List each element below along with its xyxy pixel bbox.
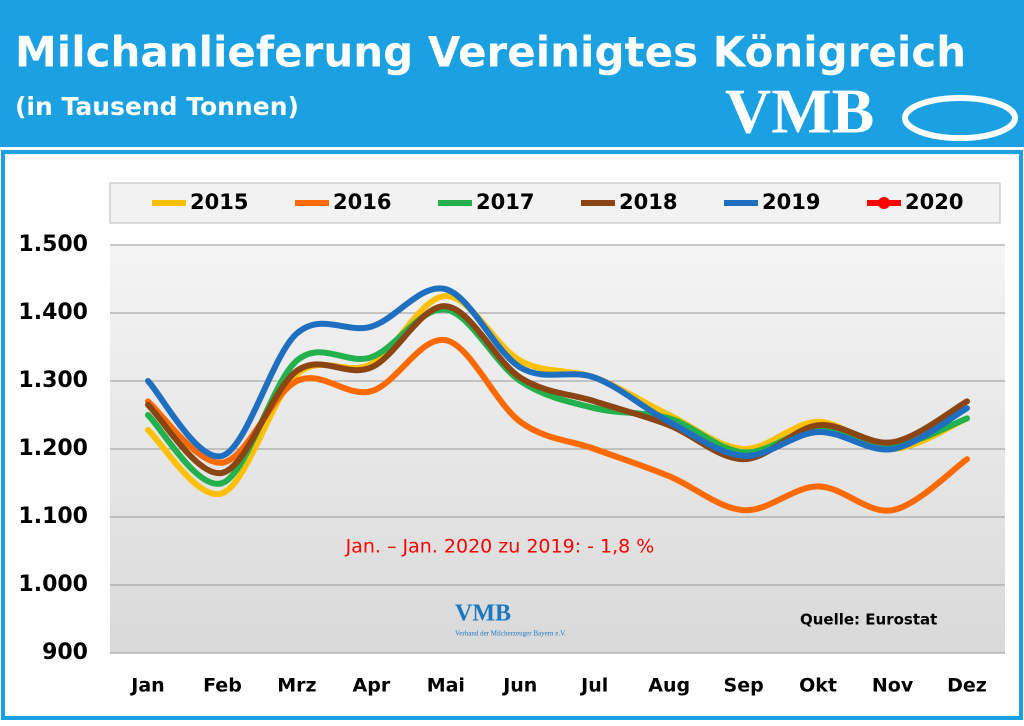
- legend-label: 2019: [762, 190, 820, 214]
- x-tick-label: Mrz: [277, 675, 316, 697]
- y-tick-label: 1.300: [18, 368, 88, 393]
- legend-label: 2018: [619, 190, 677, 214]
- data-line: [145, 285, 970, 460]
- y-tick-label: 1.400: [18, 300, 88, 325]
- y-tick-label: 1.100: [18, 504, 88, 529]
- logo-swirl: [902, 95, 1018, 141]
- x-tick-label: Okt: [799, 675, 837, 697]
- legend-label: 2017: [476, 190, 534, 214]
- x-tick-label: Jul: [579, 675, 608, 697]
- x-tick-label: Jan: [129, 675, 164, 697]
- y-tick-label: 1.200: [18, 436, 88, 461]
- chart-subtitle: (in Tausend Tonnen): [15, 92, 299, 121]
- legend: [109, 182, 1001, 224]
- small-logo: VMB: [455, 601, 511, 627]
- y-tick-label: 1.000: [18, 572, 88, 597]
- small-logo-caption: Verband der Milcherzeuger Bayern e.V.: [455, 630, 566, 638]
- logo: VMB: [725, 76, 874, 147]
- legend-marker: [878, 197, 890, 209]
- x-tick-label: Apr: [353, 675, 391, 697]
- chart-title: Milchanlieferung Vereinigtes Königreich: [15, 28, 966, 77]
- legend-label: 2016: [333, 190, 391, 214]
- legend-label: 2020: [905, 190, 963, 214]
- x-tick-label: Sep: [724, 675, 764, 697]
- x-tick-label: Aug: [648, 675, 690, 697]
- x-tick-label: Jun: [501, 675, 537, 697]
- data-line: [145, 292, 970, 498]
- data-line: [145, 303, 970, 476]
- y-tick-label: 1.500: [18, 232, 88, 257]
- annotation: Jan. – Jan. 2020 zu 2019: - 1,8 %: [345, 536, 655, 558]
- header: [0, 0, 1024, 147]
- legend-label: 2015: [190, 190, 248, 214]
- y-tick-label: 900: [42, 640, 88, 665]
- x-tick-label: Mai: [427, 675, 465, 697]
- x-tick-label: Feb: [203, 675, 242, 697]
- source: Quelle: Eurostat: [800, 611, 937, 629]
- x-tick-label: Nov: [872, 675, 914, 697]
- x-tick-label: Dez: [947, 675, 987, 697]
